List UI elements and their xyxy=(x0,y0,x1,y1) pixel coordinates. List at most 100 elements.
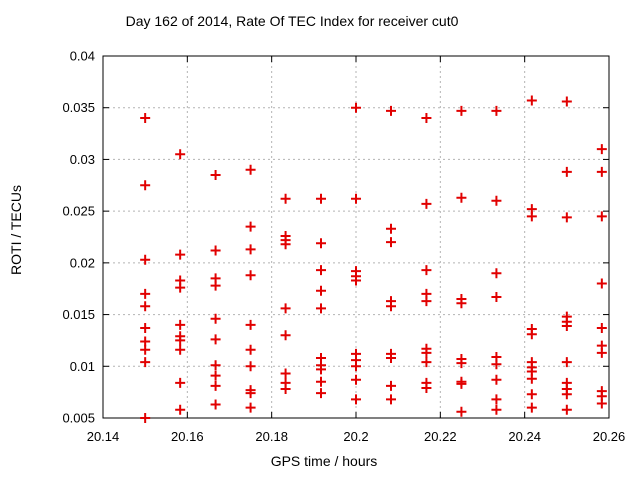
data-point-marker xyxy=(140,413,151,423)
data-point-marker xyxy=(526,389,537,400)
data-point-marker xyxy=(596,347,607,358)
data-point-marker xyxy=(351,361,361,372)
data-point-marker xyxy=(491,268,502,279)
x-tick-label: 20.22 xyxy=(424,429,457,444)
data-point-marker xyxy=(421,113,432,124)
data-point-marker xyxy=(491,291,502,302)
data-point-marker xyxy=(210,280,221,291)
data-point-marker xyxy=(140,301,151,312)
data-point-marker xyxy=(140,288,151,299)
y-tick-label: 0.01 xyxy=(70,359,95,374)
data-point-marker xyxy=(596,398,607,409)
data-point-marker xyxy=(140,344,151,355)
y-tick-label: 0.02 xyxy=(70,255,95,270)
data-point-marker xyxy=(491,404,502,415)
data-point-marker xyxy=(175,404,186,415)
data-point-marker xyxy=(385,380,396,391)
data-point-marker xyxy=(385,105,396,116)
data-point-marker xyxy=(175,249,186,260)
data-point-marker xyxy=(351,275,361,286)
y-tick-label: 0.035 xyxy=(62,100,95,115)
data-point-marker xyxy=(245,270,256,281)
data-point-marker xyxy=(316,388,327,399)
x-tick-label: 20.16 xyxy=(171,429,204,444)
data-point-marker xyxy=(140,113,151,124)
data-point-marker xyxy=(385,237,396,248)
data-point-marker xyxy=(175,377,186,388)
data-point-marker xyxy=(561,96,572,107)
x-tick-label: 20.14 xyxy=(87,429,120,444)
data-point-marker xyxy=(421,296,432,307)
data-point-marker xyxy=(280,384,291,395)
data-point-marker xyxy=(140,254,151,265)
data-point-marker xyxy=(351,102,361,113)
data-point-marker xyxy=(385,301,396,312)
data-point-marker xyxy=(280,303,291,314)
data-point-marker xyxy=(140,323,151,334)
data-point-marker xyxy=(245,221,256,232)
data-point-marker xyxy=(140,357,151,368)
data-point-marker xyxy=(456,192,467,203)
data-point-marker xyxy=(245,164,256,175)
data-point-marker xyxy=(596,166,607,177)
y-tick-label: 0.03 xyxy=(70,152,95,167)
y-tick-label: 0.04 xyxy=(70,49,95,64)
data-point-marker xyxy=(316,265,327,276)
y-tick-label: 0.025 xyxy=(62,204,95,219)
data-point-marker xyxy=(351,394,361,405)
data-point-marker xyxy=(596,144,607,155)
data-point-marker xyxy=(596,323,607,334)
data-point-marker xyxy=(596,278,607,289)
data-point-marker xyxy=(526,211,537,222)
data-point-marker xyxy=(526,402,537,413)
x-tick-label: 20.2 xyxy=(343,429,368,444)
data-point-marker xyxy=(210,360,221,371)
data-point-marker xyxy=(385,353,396,364)
data-point-marker xyxy=(526,373,537,384)
data-point-marker xyxy=(596,211,607,222)
data-point-marker xyxy=(280,368,291,379)
data-point-marker xyxy=(491,374,502,385)
data-point-marker xyxy=(456,406,467,417)
x-tick-label: 20.18 xyxy=(255,429,288,444)
data-point-marker xyxy=(561,404,572,415)
data-point-marker xyxy=(175,344,186,355)
data-point-marker xyxy=(175,319,186,330)
data-point-marker xyxy=(385,394,396,405)
data-point-marker xyxy=(561,320,572,331)
data-point-marker xyxy=(561,166,572,177)
data-point-marker xyxy=(280,330,291,341)
data-point-marker xyxy=(316,376,327,387)
y-tick-label: 0.005 xyxy=(62,411,95,426)
data-point-marker xyxy=(316,303,327,314)
data-point-marker xyxy=(456,105,467,116)
data-point-marker xyxy=(421,347,432,358)
data-point-marker xyxy=(456,378,467,389)
data-point-marker xyxy=(245,319,256,330)
data-point-marker xyxy=(245,344,256,355)
data-point-marker xyxy=(210,370,221,381)
data-point-marker xyxy=(421,357,432,368)
data-point-marker xyxy=(561,212,572,223)
data-point-marker xyxy=(456,358,467,369)
data-point-marker xyxy=(316,285,327,296)
data-point-marker xyxy=(351,374,361,385)
chart-title: Day 162 of 2014, Rate Of TEC Index for r… xyxy=(125,13,459,29)
x-axis-label: GPS time / hours xyxy=(270,453,378,469)
data-point-marker xyxy=(175,282,186,293)
data-point-marker xyxy=(210,313,221,324)
data-point-marker xyxy=(561,389,572,400)
data-point-marker xyxy=(245,388,256,399)
data-point-marker xyxy=(421,383,432,394)
data-point-marker xyxy=(280,193,291,204)
data-point-marker xyxy=(316,238,327,249)
data-point-marker xyxy=(245,244,256,255)
data-point-marker xyxy=(210,169,221,180)
data-point-marker xyxy=(210,334,221,345)
data-point-marker xyxy=(421,198,432,209)
data-point-marker xyxy=(456,298,467,309)
data-point-marker xyxy=(140,180,151,191)
y-tick-label: 0.015 xyxy=(62,307,95,322)
